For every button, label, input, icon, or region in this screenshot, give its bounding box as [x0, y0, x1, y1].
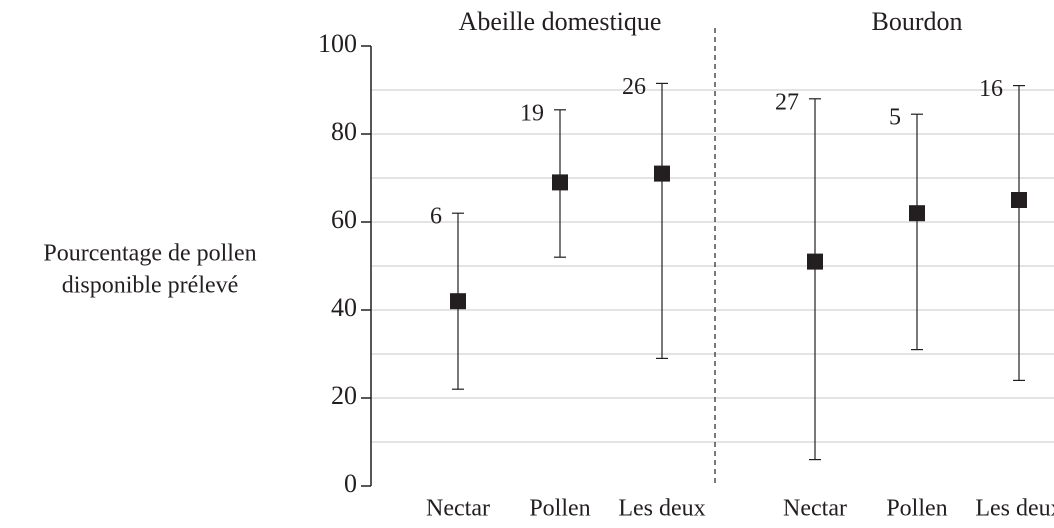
point: [654, 165, 670, 182]
count-label: 6: [430, 204, 442, 230]
y-tick-label: 60: [331, 205, 357, 234]
count-label: 16: [979, 76, 1003, 102]
x-tick-label: Les deux: [975, 496, 1054, 522]
y-tick-label: 40: [331, 293, 357, 322]
point: [1011, 192, 1027, 208]
group-title: Bourdon: [872, 7, 963, 36]
count-label: 19: [520, 100, 544, 126]
x-tick-label: Pollen: [529, 496, 590, 522]
y-tick-label: 80: [331, 117, 357, 146]
y-tick-label: 20: [331, 381, 357, 410]
group-title: Abeille domestique: [459, 7, 662, 36]
point: [909, 205, 925, 222]
y-axis-label: Pourcentage de pollen: [43, 241, 256, 267]
count-label: 27: [775, 89, 799, 115]
x-tick-label: Pollen: [886, 496, 947, 522]
x-tick-label: Nectar: [783, 496, 847, 522]
y-axis-label: disponible prélevé: [62, 273, 239, 299]
count-label: 26: [622, 74, 646, 100]
y-tick-label: 0: [344, 469, 357, 498]
x-tick-label: Nectar: [426, 496, 490, 522]
point: [552, 174, 568, 191]
count-label: 5: [889, 105, 901, 131]
y-tick-label: 100: [318, 29, 357, 58]
point: [450, 293, 466, 310]
x-tick-label: Les deux: [618, 496, 705, 522]
point: [807, 253, 823, 270]
